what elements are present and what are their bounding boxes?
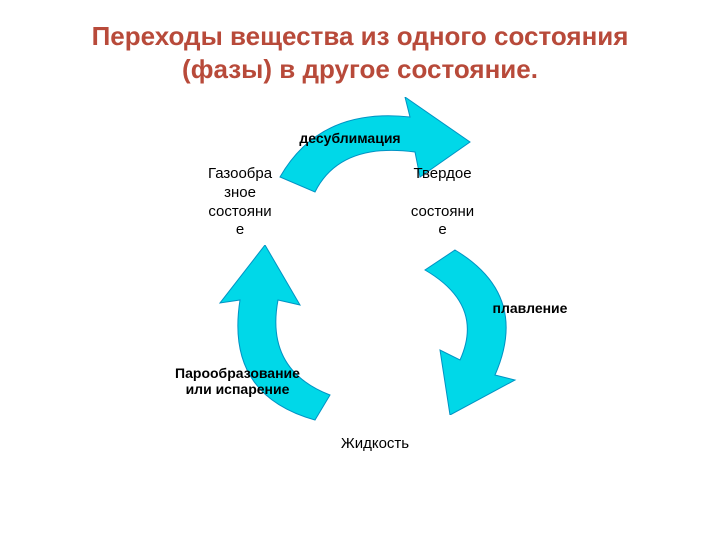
label-melting: плавление bbox=[475, 300, 585, 316]
state-liquid: Жидкость bbox=[320, 435, 430, 454]
phase-cycle-diagram: десублимация плавление Парообразование и… bbox=[0, 85, 720, 505]
state-gas: Газообра зное состояни е bbox=[195, 165, 285, 240]
page-title: Переходы вещества из одного состояния (ф… bbox=[0, 0, 720, 85]
arrow-melting bbox=[400, 245, 540, 415]
label-vaporization: Парообразование или испарение bbox=[155, 365, 320, 397]
arrow-melting-shape bbox=[425, 250, 515, 415]
arrow-vaporization bbox=[195, 245, 335, 425]
state-solid: Твердое состояни е bbox=[400, 165, 485, 240]
label-desublimation: десублимация bbox=[280, 130, 420, 146]
